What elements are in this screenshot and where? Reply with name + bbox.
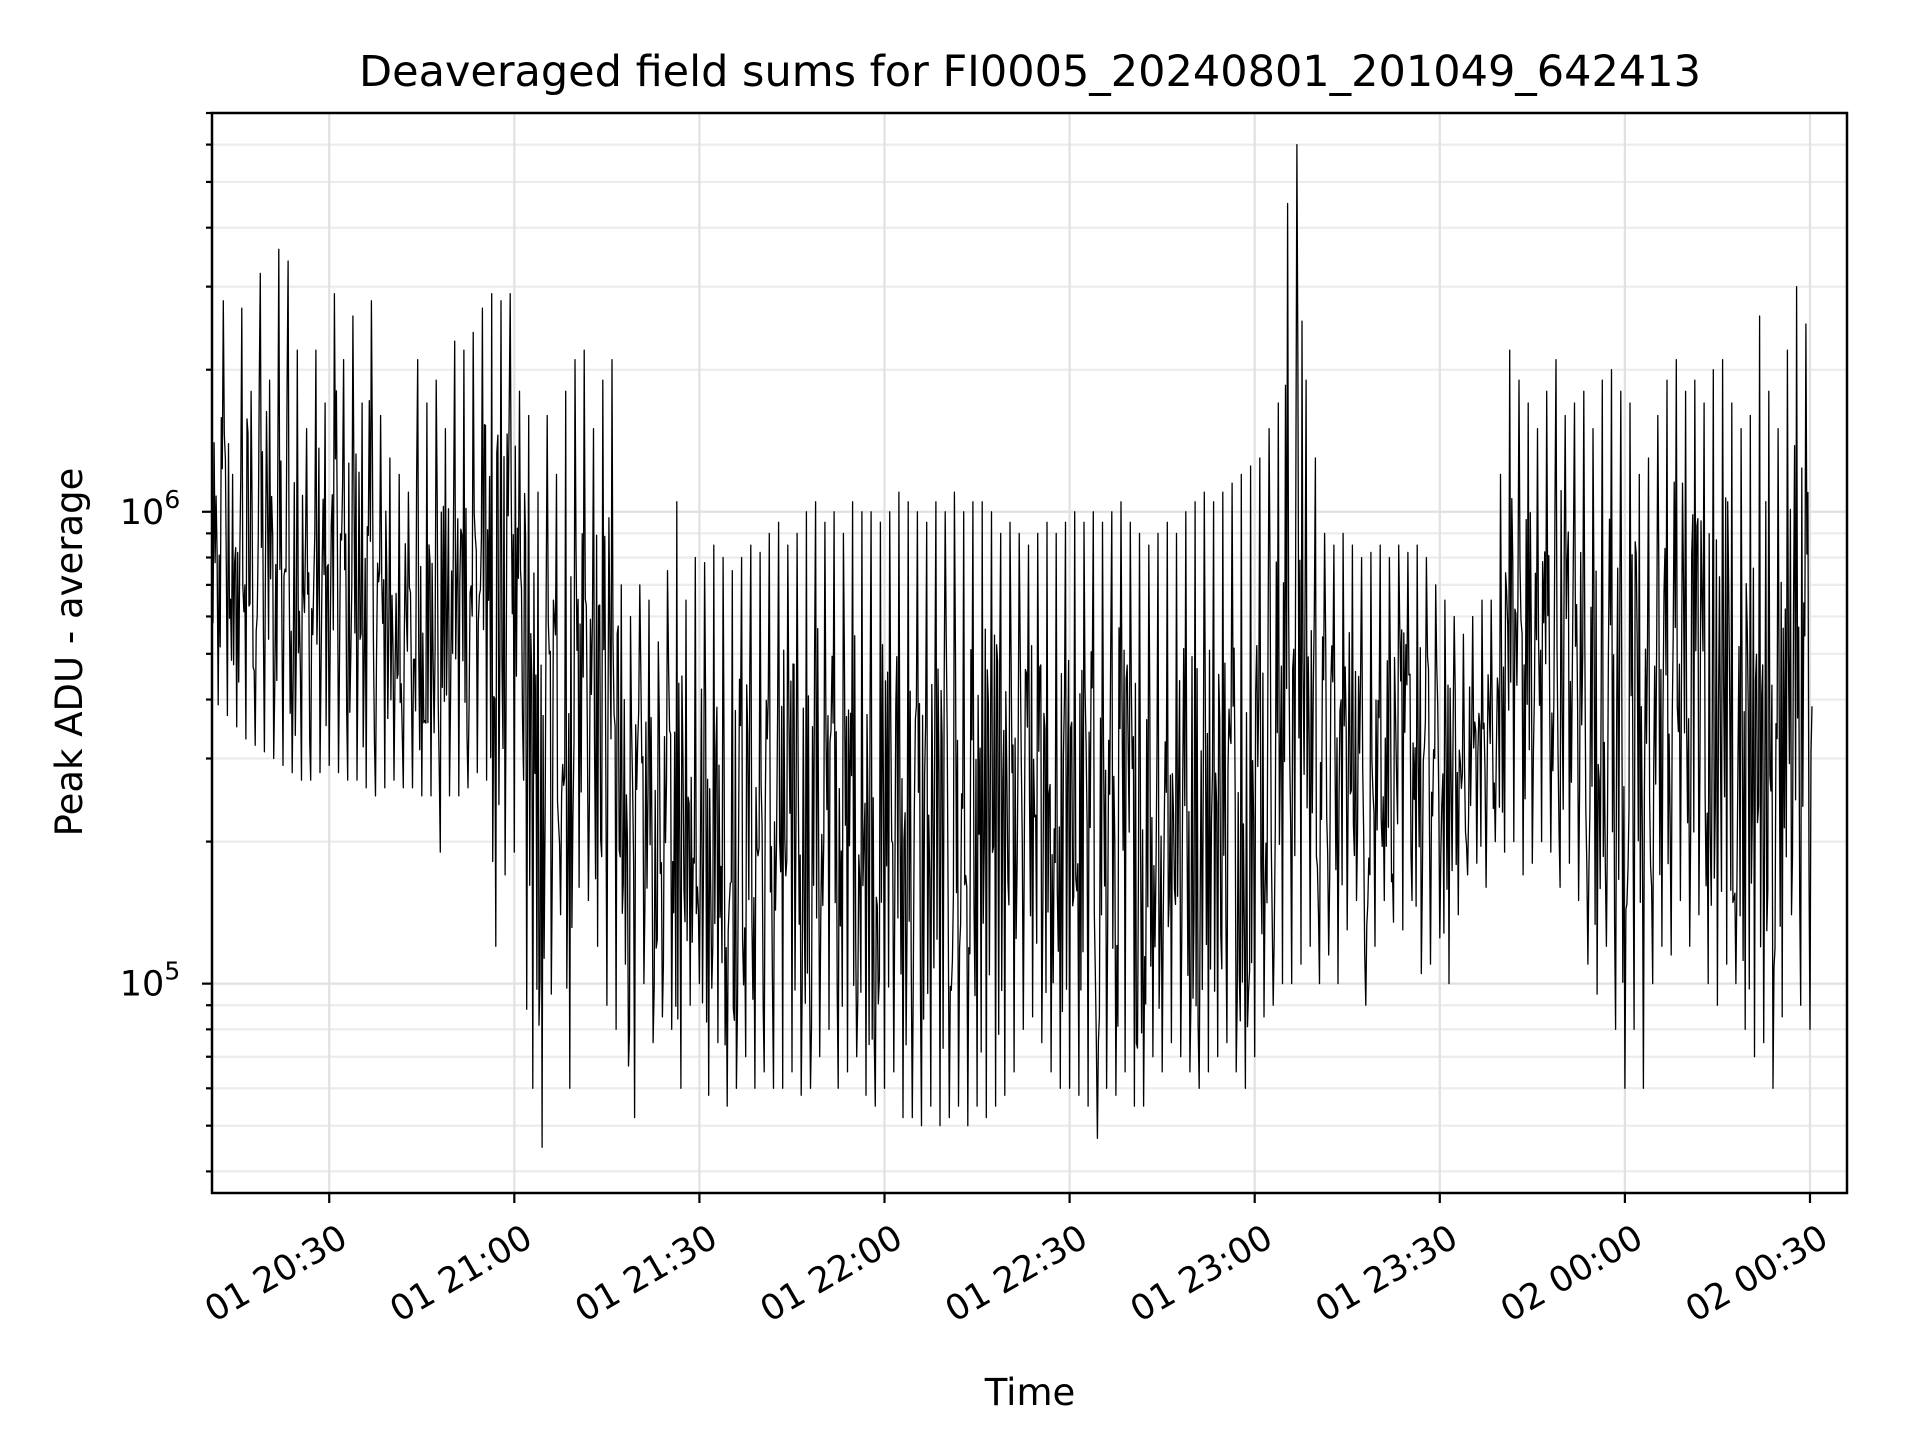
plot-frame — [210, 111, 1849, 1195]
y-axis-label: Peak ADU - average — [48, 468, 91, 837]
y-axis-ticks: 105 106 — [120, 485, 212, 1005]
plot-area — [211, 143, 1813, 1148]
x-axis-label: Time — [984, 1371, 1076, 1414]
series-line — [211, 143, 1813, 1148]
y-tick-label: 106 — [120, 485, 180, 533]
chart-title: Deaveraged field sums for FI0005_2024080… — [359, 47, 1701, 97]
y-tick-label: 105 — [120, 957, 180, 1005]
